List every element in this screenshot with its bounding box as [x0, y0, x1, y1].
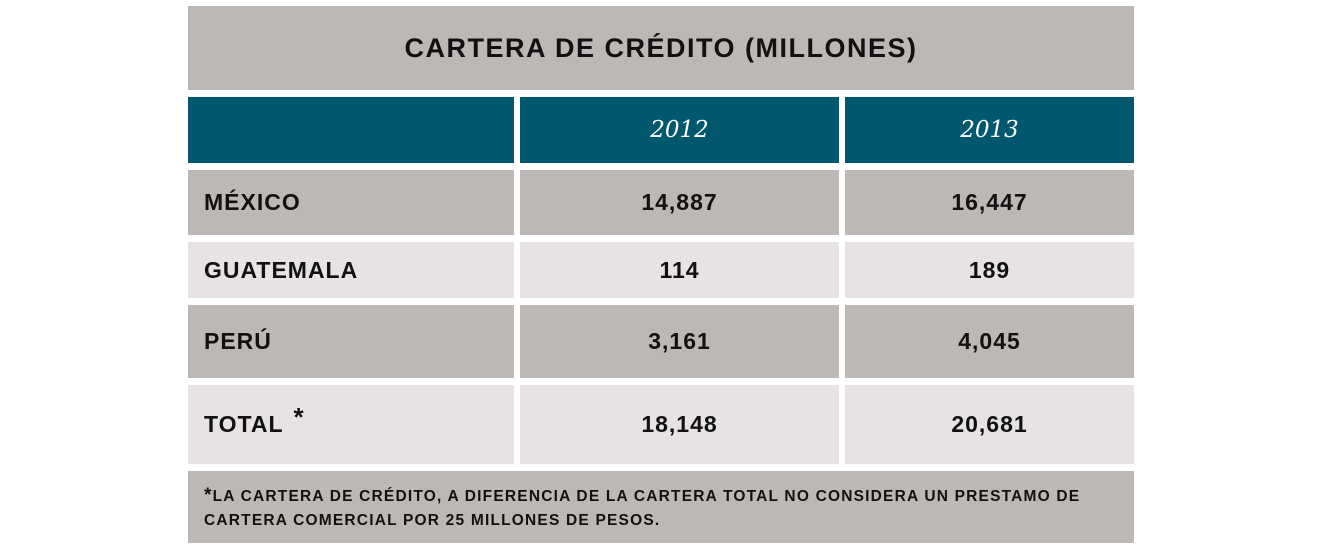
total-label-cell: TOTAL *: [188, 385, 514, 464]
row-value-2013: 16,447: [845, 170, 1134, 235]
header-row: 2012 2013: [188, 97, 1134, 163]
table-title: CARTERA DE CRÉDITO (MILLONES): [188, 6, 1134, 90]
header-year-2013: 2013: [845, 97, 1134, 163]
row-value-2013: 4,045: [845, 305, 1134, 378]
footnote-star: *: [204, 485, 213, 506]
table-row-mexico: MÉXICO 14,887 16,447: [188, 170, 1134, 235]
credit-portfolio-table: CARTERA DE CRÉDITO (MILLONES) 2012 2013 …: [188, 6, 1134, 543]
row-value-2012: 14,887: [520, 170, 839, 235]
row-label: PERÚ: [188, 305, 514, 378]
header-year-2012: 2012: [520, 97, 839, 163]
row-value-2012: 114: [520, 242, 839, 298]
row-label: TOTAL: [204, 411, 284, 437]
table-row-guatemala: GUATEMALA 114 189: [188, 242, 1134, 298]
footnote-marker: *: [293, 402, 305, 432]
table-row-total: TOTAL * 18,148 20,681: [188, 385, 1134, 464]
footnote: *la cartera de crédito, a diferencia de …: [188, 471, 1134, 543]
footnote-text: la cartera de crédito, a diferencia de l…: [204, 488, 1081, 529]
row-value-2012: 18,148: [520, 385, 839, 464]
row-value-2012: 3,161: [520, 305, 839, 378]
row-value-2013: 20,681: [845, 385, 1134, 464]
row-value-2013: 189: [845, 242, 1134, 298]
table-row-peru: PERÚ 3,161 4,045: [188, 305, 1134, 378]
row-label: GUATEMALA: [188, 242, 514, 298]
header-empty-cell: [188, 97, 514, 163]
row-label: MÉXICO: [188, 170, 514, 235]
